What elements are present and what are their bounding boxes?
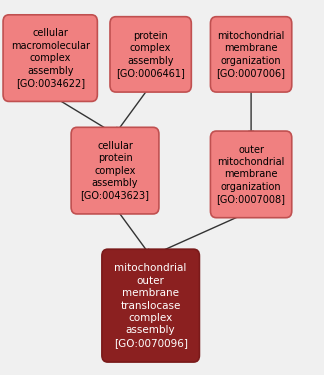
FancyBboxPatch shape [3,15,97,102]
FancyBboxPatch shape [102,249,199,362]
FancyBboxPatch shape [211,16,292,92]
Text: outer
mitochondrial
membrane
organization
[GO:0007008]: outer mitochondrial membrane organizatio… [217,145,285,204]
Text: mitochondrial
membrane
organization
[GO:0007006]: mitochondrial membrane organization [GO:… [217,31,285,78]
Text: mitochondrial
outer
membrane
translocase
complex
assembly
[GO:0070096]: mitochondrial outer membrane translocase… [114,263,188,348]
FancyBboxPatch shape [71,128,159,214]
Text: protein
complex
assembly
[GO:0006461]: protein complex assembly [GO:0006461] [116,31,185,78]
FancyBboxPatch shape [211,131,292,218]
FancyBboxPatch shape [110,16,191,92]
Text: cellular
protein
complex
assembly
[GO:0043623]: cellular protein complex assembly [GO:00… [81,141,149,200]
Text: cellular
macromolecular
complex
assembly
[GO:0034622]: cellular macromolecular complex assembly… [11,28,90,88]
